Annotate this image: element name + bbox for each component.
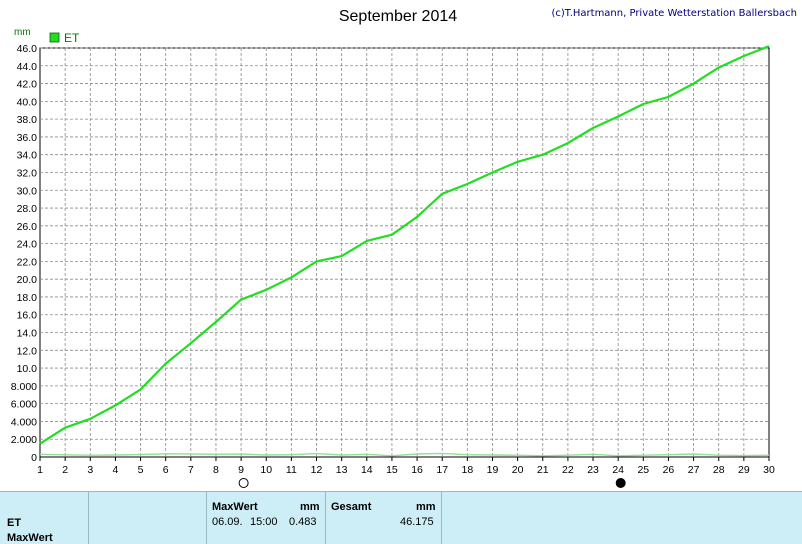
y-tick-label: 46.0 [17,43,38,55]
legend: ET [49,31,80,45]
row-label-et: ET [7,517,22,529]
y-axis-ticks: 0 2.000 4.000 6.000 8.000 10.0 12.0 14.0 16.0 18.… [11,43,37,464]
x-tick-label: 20 [512,464,524,476]
x-tick-label: 23 [587,464,599,476]
x-tick-label: 8 [213,464,219,476]
divider [206,492,207,544]
chart-title: September 2014 [339,8,457,25]
y-tick-label: 40.0 [17,96,38,108]
x-tick-label: 21 [537,464,549,476]
x-tick-label: 10 [260,464,272,476]
series-line-et [39,45,770,445]
y-tick-label: 44.0 [17,61,38,73]
divider [325,492,326,544]
max-date: 06.09. [212,516,243,528]
y-tick-label: 14.0 [17,328,38,340]
x-tick-label: 3 [87,464,93,476]
y-tick-label: 26.0 [17,221,38,233]
y-tick-label: 34.0 [17,150,38,162]
x-tick-label: 27 [688,464,700,476]
y-tick-label: 20.0 [17,274,38,286]
x-tick-label: 25 [637,464,649,476]
grid [40,47,769,457]
total-unit: mm [416,501,436,513]
max-time: 15:00 [250,516,278,528]
y-tick-label: 30.0 [17,185,38,197]
y-tick-label: 0 [31,452,37,464]
x-tick-label: 14 [361,464,373,476]
y-tick-label: 22.0 [17,256,38,268]
x-tick-label: 24 [612,464,624,476]
x-tick-label: 2 [62,464,68,476]
credit-text: (c)T.Hartmann, Private Wetterstation Bal… [551,8,797,19]
y-tick-label: 6.000 [11,399,37,411]
y-tick-label: 42.0 [17,79,38,91]
x-tick-label: 22 [562,464,574,476]
x-tick-label: 30 [763,464,775,476]
summary-panel: MaxWert mm Gesamt mm ET 06.09. 15:00 0.4… [0,491,802,544]
chart: September 2014 (c)T.Hartmann, Private We… [11,8,797,488]
x-tick-label: 1 [37,464,43,476]
y-tick-label: 24.0 [17,239,38,251]
y-tick-label: 18.0 [17,292,38,304]
y-tick-label: 8.000 [11,381,37,393]
series-layer [39,45,770,457]
row-label-maxwert: MaxWert [7,532,53,544]
y-tick-label: 36.0 [17,132,38,144]
max-value: 0.483 [289,516,317,528]
x-tick-label: 7 [188,464,194,476]
new-moon-icon [615,478,626,488]
moon-markers [238,478,626,488]
y-tick-label: 28.0 [17,203,38,215]
y-tick-label: 16.0 [17,310,38,322]
y-tick-label: 4.000 [11,416,37,428]
x-tick-label: 4 [112,464,118,476]
total-value: 46.175 [400,516,434,528]
series-line-daily [39,452,770,457]
x-tick-label: 17 [436,464,448,476]
x-tick-label: 19 [487,464,499,476]
max-unit: mm [300,501,320,513]
x-tick-label: 12 [311,464,323,476]
y-tick-label: 12.0 [17,345,38,357]
x-tick-label: 11 [286,464,297,476]
x-tick-label: 18 [462,464,474,476]
full-moon-icon [238,478,249,488]
legend-swatch-et [49,32,60,43]
y-tick-label: 10.0 [17,363,38,375]
x-tick-label: 9 [238,464,244,476]
max-header: MaxWert [212,501,258,513]
y-tick-label: 38.0 [17,114,38,126]
x-tick-label: 6 [163,464,169,476]
x-tick-label: 29 [738,464,750,476]
x-axis-ticks: 1 2 3 4 5 6 7 8 9 10 11 12 13 14 15 16 17 18 19 20 21 22 23 24 2… [37,457,775,476]
divider [88,492,89,544]
x-tick-label: 26 [663,464,675,476]
x-tick-label: 5 [138,464,144,476]
plot-area [39,47,770,458]
y-tick-label: 32.0 [17,167,38,179]
x-tick-label: 13 [336,464,348,476]
x-tick-label: 16 [411,464,423,476]
x-tick-label: 15 [386,464,398,476]
y-axis-label: mm [14,27,31,38]
legend-label-et: ET [64,31,80,45]
y-tick-label: 2.000 [11,434,37,446]
divider [441,492,442,544]
total-header: Gesamt [331,501,372,513]
x-tick-label: 28 [713,464,725,476]
